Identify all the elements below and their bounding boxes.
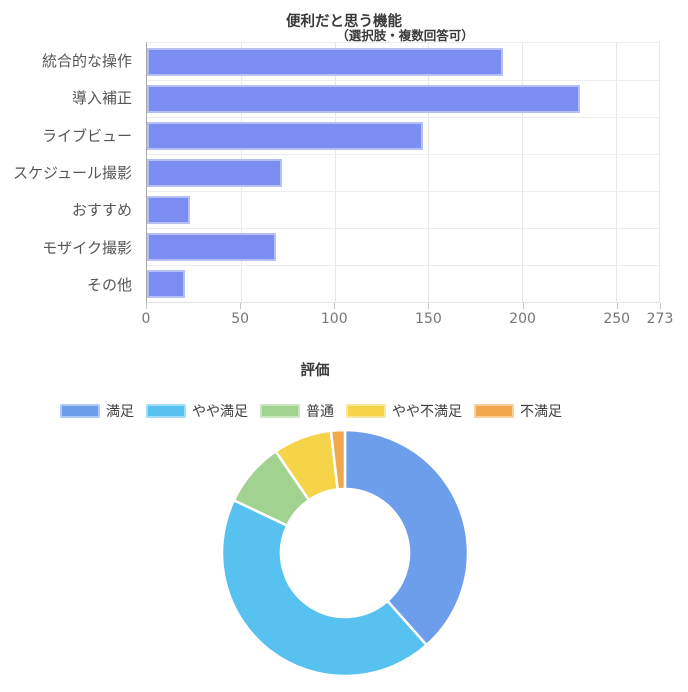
donut-chart-title: 評価 (300, 363, 330, 379)
vertical-gridline-250 (615, 43, 617, 302)
category-label: スケジュール撮影 (13, 163, 132, 182)
horizontal-gridline-2 (147, 117, 659, 118)
x-tick-mark-273 (660, 303, 661, 309)
bar-chart-subtitle: （選択肢・複数回答可） (336, 28, 474, 43)
x-tick-label: 250 (603, 311, 631, 327)
donut-slice-0[interactable] (343, 428, 470, 647)
donut-slice-4[interactable] (329, 428, 347, 491)
category-label-row: 統合的な操作 (0, 42, 139, 79)
vertical-gridline-150 (428, 43, 430, 302)
legend-swatch-icon (60, 404, 100, 418)
x-tick-label: 200 (509, 311, 536, 327)
horizontal-gridline-3 (147, 154, 659, 155)
bar-row (147, 43, 659, 80)
bar-row (147, 265, 659, 302)
legend-item-1[interactable]: やや満足 (146, 401, 248, 421)
x-tick-mark-250 (616, 303, 618, 309)
category-label-row: その他 (0, 266, 139, 303)
bar-0[interactable] (147, 47, 504, 76)
bar-1[interactable] (147, 84, 581, 113)
x-tick-mark-100 (334, 303, 336, 309)
legend-swatch-icon (346, 404, 386, 418)
bar-row (147, 117, 659, 154)
x-tick-label: 273 (646, 311, 674, 327)
category-label-row: ライブビュー (0, 117, 139, 154)
bar-row (147, 80, 659, 117)
bar-6[interactable] (147, 269, 185, 298)
legend-item-3[interactable]: やや不満足 (346, 401, 462, 421)
bar-plot-area (146, 42, 660, 303)
bar-row (147, 154, 659, 191)
bar-row (147, 228, 659, 265)
category-label: 導入補正 (71, 89, 132, 108)
horizontal-gridline-4 (147, 191, 659, 192)
legend-label: やや不満足 (392, 404, 462, 420)
vertical-gridline-200 (522, 43, 524, 302)
legend-item-2[interactable]: 普通 (260, 401, 334, 421)
bar-3[interactable] (147, 158, 283, 187)
x-tick-mark-150 (428, 303, 430, 309)
bar-row (147, 191, 659, 228)
category-label-row: おすすめ (0, 191, 139, 228)
legend-item-4[interactable]: 不満足 (474, 401, 562, 421)
category-label: モザイク撮影 (42, 238, 132, 257)
horizontal-gridline-1 (147, 80, 659, 81)
legend-label: 満足 (106, 404, 134, 420)
donut-slice-1[interactable] (220, 499, 428, 678)
x-tick-label: 0 (141, 311, 151, 327)
x-tick-label: 50 (231, 311, 250, 327)
legend-label: 普通 (306, 404, 334, 420)
legend-swatch-icon (146, 404, 186, 418)
bar-5[interactable] (147, 232, 277, 261)
category-label: ライブビュー (41, 126, 132, 145)
x-tick-mark-50 (240, 303, 242, 309)
bar-rows (147, 43, 659, 302)
bar-2[interactable] (147, 121, 423, 150)
x-tick-label: 100 (320, 311, 348, 327)
x-tick-mark-0 (146, 303, 147, 309)
donut-legend: 満足 やや満足 普通 やや不満足 不満足 (60, 401, 562, 421)
category-label: おすすめ (71, 201, 132, 220)
legend-swatch-icon (260, 404, 300, 418)
legend-item-0[interactable]: 満足 (60, 401, 134, 421)
category-label-row: スケジュール撮影 (0, 154, 139, 191)
bar-chart-category-axis: 統合的な操作導入補正ライブビュースケジュール撮影おすすめモザイク撮影その他 (0, 42, 139, 303)
bar-chart-title: 便利だと思う機能 (286, 14, 402, 30)
category-label-row: モザイク撮影 (0, 228, 139, 265)
category-label-row: 導入補正 (0, 79, 139, 116)
bar-chart-x-axis: 0 50 100 150 200 250 273 (142, 303, 673, 333)
legend-swatch-icon (474, 404, 514, 418)
category-label: その他 (86, 275, 132, 294)
horizontal-gridline-6 (147, 265, 659, 266)
x-tick-mark-200 (522, 303, 524, 309)
category-label: 統合的な操作 (41, 52, 132, 71)
vertical-gridline-100 (334, 43, 336, 302)
legend-label: 不満足 (520, 404, 562, 420)
legend-label: やや満足 (192, 404, 248, 420)
x-tick-label: 150 (415, 311, 442, 327)
bar-4[interactable] (147, 195, 191, 224)
horizontal-gridline-5 (147, 228, 659, 229)
